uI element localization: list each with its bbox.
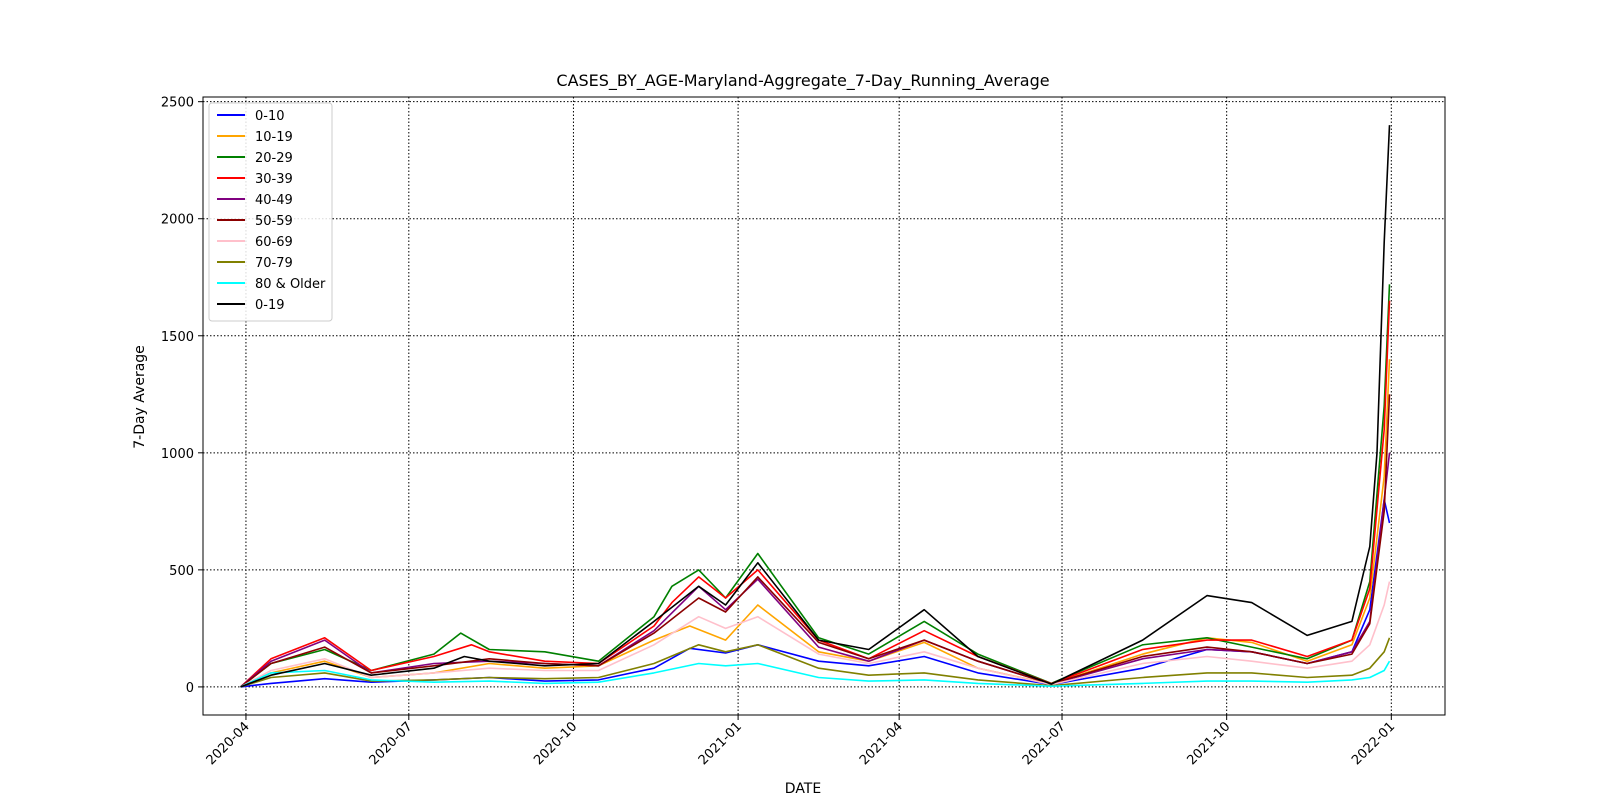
y-tick-label: 500 [169, 564, 194, 579]
series-line-3 [240, 300, 1391, 688]
series-lines [240, 125, 1391, 688]
legend-label: 20-29 [255, 151, 293, 166]
legend-label: 60-69 [255, 235, 293, 250]
legend-label: 80 & Older [255, 277, 326, 292]
x-tick-label: 2021-07 [1020, 719, 1069, 768]
x-tick-label: 2020-04 [204, 719, 253, 768]
legend-label: 0-19 [255, 298, 285, 313]
series-line-5 [240, 394, 1391, 688]
x-tick-label: 2021-10 [1184, 719, 1233, 768]
legend: 0-10 10-19 20-29 30-39 40-49 50-59 60-69 70-79 8… [208, 102, 333, 322]
legend-label: 50-59 [255, 214, 293, 229]
grid [203, 97, 1445, 715]
series-line-8 [240, 660, 1391, 688]
x-tick-label: 2020-07 [367, 719, 416, 768]
x-tick-label: 2021-04 [857, 719, 906, 768]
x-tick-label: 2020-10 [531, 719, 580, 768]
x-tick-label: 2022-01 [1349, 719, 1398, 768]
series-line-9 [240, 125, 1391, 688]
legend-label: 0-10 [255, 109, 285, 124]
y-tick-label: 1500 [161, 330, 194, 345]
legend-label: 10-19 [255, 130, 293, 145]
y-tick-label: 0 [186, 681, 194, 696]
legend-label: 40-49 [255, 193, 293, 208]
y-axis-label: 7-Day Average [132, 345, 148, 449]
x-axis-label: DATE [785, 781, 821, 797]
x-tick-label: 2021-01 [696, 719, 745, 768]
y-tick-label: 2500 [161, 96, 194, 111]
series-line-6 [240, 581, 1391, 688]
y-tick-label: 2000 [161, 213, 194, 228]
y-tick-label: 1000 [161, 447, 194, 462]
series-line-2 [240, 284, 1391, 688]
legend-label: 30-39 [255, 172, 293, 187]
chart-title: CASES_BY_AGE-Maryland-Aggregate_7-Day_Ru… [556, 71, 1049, 91]
plot-frame [202, 96, 1446, 716]
series-line-7 [240, 637, 1391, 688]
legend-label: 70-79 [255, 256, 293, 271]
